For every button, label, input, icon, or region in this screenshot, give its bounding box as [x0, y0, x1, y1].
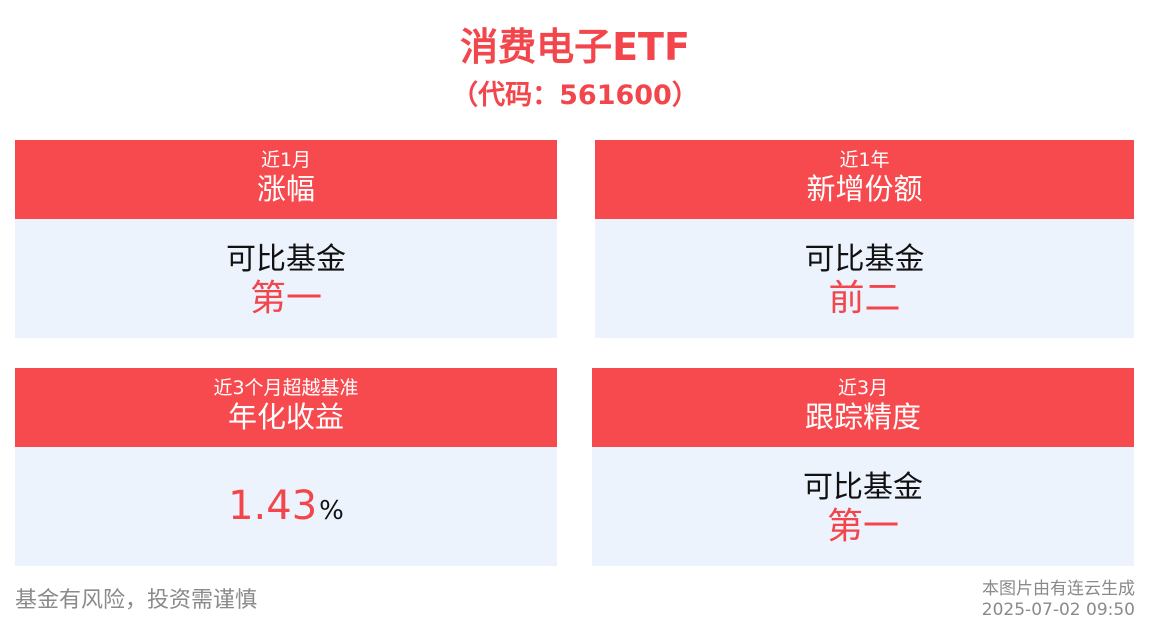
generator-info: 本图片由有连云生成 2025-07-02 09:50 [982, 579, 1135, 621]
return-value-wrap: 1.43% [15, 481, 557, 539]
generated-timestamp: 2025-07-02 09:50 [981, 600, 1135, 620]
card-period: 近1年 [839, 149, 890, 171]
card-rank: 前二 [828, 278, 901, 319]
card-metric: 新增份额 [806, 172, 923, 206]
card-header: 近1月 涨幅 [15, 140, 557, 219]
card-monthly-gain: 近1月 涨幅 可比基金 第一 [15, 140, 557, 338]
risk-disclaimer: 基金有风险，投资需谨慎 [15, 588, 258, 613]
card-tracking-accuracy: 近3月 跟踪精度 可比基金 第一 [592, 368, 1134, 566]
card-period: 近3月 [837, 377, 889, 399]
card-metric: 跟踪精度 [804, 400, 921, 434]
card-body: 可比基金 前二 [595, 219, 1134, 338]
card-body: 可比基金 第一 [592, 447, 1134, 566]
card-metric: 涨幅 [256, 172, 315, 206]
card-excess-return: 近3个月超越基准 年化收益 1.43% [15, 368, 557, 566]
card-rank: 第一 [826, 506, 899, 547]
card-body: 1.43% [15, 447, 557, 566]
card-period: 近3个月超越基准 [213, 377, 359, 399]
card-metric: 年化收益 [227, 400, 344, 434]
card-body: 可比基金 第一 [15, 219, 557, 338]
card-rank: 第一 [249, 278, 322, 319]
card-new-shares: 近1年 新增份额 可比基金 前二 [595, 140, 1134, 338]
card-comparison: 可比基金 [226, 242, 346, 277]
card-comparison: 可比基金 [803, 470, 923, 505]
return-value: 1.43 [228, 483, 318, 529]
card-header: 近3月 跟踪精度 [592, 368, 1134, 447]
page-title: 消费电子ETF [460, 25, 690, 69]
card-header: 近1年 新增份额 [595, 140, 1134, 219]
card-period: 近1月 [260, 149, 312, 171]
percent-unit: % [319, 496, 344, 526]
card-comparison: 可比基金 [804, 242, 925, 277]
generator-label: 本图片由有连云生成 [982, 579, 1135, 599]
fund-code: （代码：561600） [451, 80, 699, 111]
card-header: 近3个月超越基准 年化收益 [15, 368, 557, 447]
